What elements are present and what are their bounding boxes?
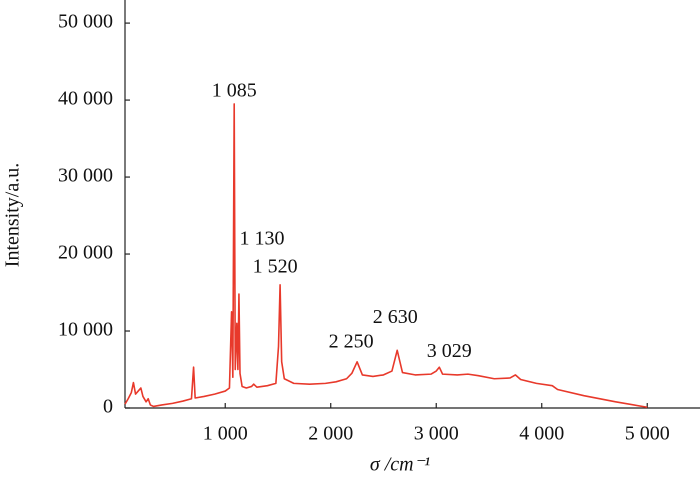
y-tick-label: 50 000 [58, 11, 113, 33]
peak-label: 2 630 [373, 306, 418, 328]
y-tick-label: 20 000 [58, 242, 113, 264]
y-tick-label: 30 000 [58, 165, 113, 187]
x-tick-label: 2 000 [308, 423, 353, 445]
y-tick-label: 40 000 [58, 88, 113, 110]
y-tick-label: 0 [103, 396, 113, 418]
peak-label: 1 520 [253, 255, 298, 277]
peak-label: 1 130 [239, 228, 284, 250]
x-tick-label: 5 000 [625, 423, 670, 445]
peak-label: 1 085 [212, 80, 257, 102]
peak-label: 2 250 [329, 330, 374, 352]
peak-label: 3 029 [427, 340, 472, 362]
x-tick-label: 3 000 [414, 423, 459, 445]
x-tick-label: 1 000 [203, 423, 248, 445]
y-tick-label: 10 000 [58, 319, 113, 341]
spectrum-line [124, 103, 648, 409]
x-tick-label: 4 000 [519, 423, 564, 445]
y-axis-label: Intensity/a.u. [2, 163, 24, 267]
x-axis-label: σ /cm⁻¹ [370, 454, 430, 476]
